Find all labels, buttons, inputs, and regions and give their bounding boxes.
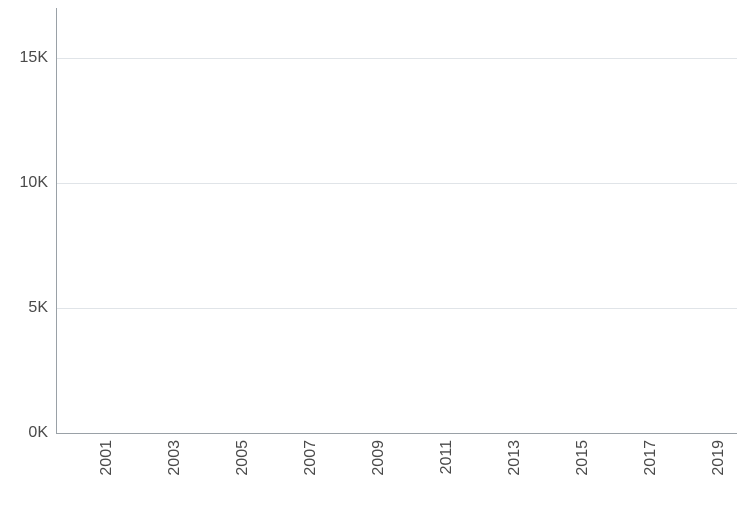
x-tick-slot (396, 440, 430, 505)
x-tick-label: 2009 (370, 440, 388, 476)
x-tick-slot (56, 440, 90, 505)
bar-chart: 2001 2003 2005 2007 2009 2011 2013 2015 2017 2019… (0, 0, 744, 512)
x-tick-slot: 2003 (158, 440, 192, 505)
y-tick-label: 10K (0, 174, 48, 192)
x-tick-label: 2003 (166, 440, 184, 476)
y-tick-label: 15K (0, 49, 48, 67)
gridline (57, 58, 737, 59)
x-tick-slot (532, 440, 566, 505)
x-tick-label: 2019 (710, 440, 728, 476)
x-tick-slot (464, 440, 498, 505)
y-tick-label: 0K (0, 424, 48, 442)
x-tick-slot (260, 440, 294, 505)
x-tick-slot: 2001 (90, 440, 124, 505)
x-tick-label: 2015 (574, 440, 592, 476)
x-tick-slot: 2015 (566, 440, 600, 505)
x-tick-slot: 2011 (430, 440, 464, 505)
x-tick-slot: 2017 (634, 440, 668, 505)
plot-area (56, 8, 737, 434)
x-tick-label: 2007 (302, 440, 320, 476)
x-tick-label: 2013 (506, 440, 524, 476)
x-tick-slot: 2013 (498, 440, 532, 505)
gridline (57, 183, 737, 184)
x-tick-slot (668, 440, 702, 505)
x-tick-label: 2005 (234, 440, 252, 476)
x-tick-slot: 2007 (294, 440, 328, 505)
x-tick-slot (600, 440, 634, 505)
x-tick-label: 2001 (98, 440, 116, 476)
y-tick-label: 5K (0, 299, 48, 317)
x-tick-slot (328, 440, 362, 505)
x-tick-slot: 2019 (702, 440, 736, 505)
x-tick-slot (124, 440, 158, 505)
x-tick-slot: 2005 (226, 440, 260, 505)
x-axis-labels: 2001 2003 2005 2007 2009 2011 2013 2015 2017 2019 (56, 440, 736, 505)
x-tick-slot: 2009 (362, 440, 396, 505)
bars-container (57, 8, 737, 433)
x-tick-slot (192, 440, 226, 505)
x-tick-label: 2017 (642, 440, 660, 476)
x-tick-label: 2011 (438, 440, 456, 474)
gridline (57, 308, 737, 309)
